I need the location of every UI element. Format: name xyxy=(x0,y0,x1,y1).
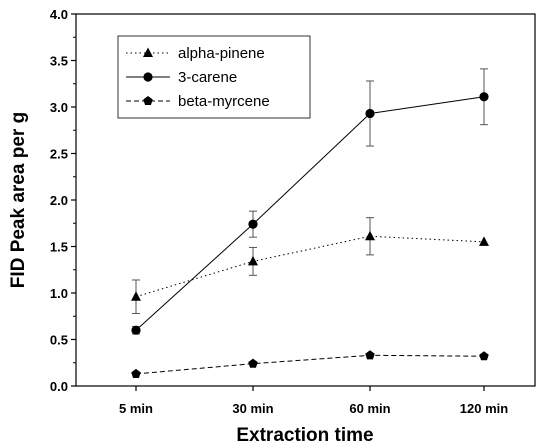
data-point xyxy=(479,236,489,246)
x-tick-label: 30 min xyxy=(232,401,273,416)
y-tick-label: 4.0 xyxy=(50,7,68,22)
legend: alpha-pinene 3-carene beta-myrcene xyxy=(117,35,311,119)
data-point xyxy=(131,368,141,378)
legend-item-3-carene: 3-carene xyxy=(126,69,237,86)
legend-label: alpha-pinene xyxy=(178,45,265,62)
legend-item-alpha-pinene: alpha-pinene xyxy=(126,45,265,62)
legend-marker xyxy=(143,72,153,82)
series-line-beta-myrcene xyxy=(135,354,485,375)
y-tick-label: 2.0 xyxy=(50,193,68,208)
data-point xyxy=(248,255,258,266)
series-alpha-pinene xyxy=(131,217,489,314)
data-point xyxy=(479,92,489,102)
series-line-alpha-pinene xyxy=(135,235,485,298)
y-tick-label: 3.0 xyxy=(50,100,68,115)
series-layer xyxy=(131,68,489,378)
data-point xyxy=(365,108,375,119)
series-line-3-carene xyxy=(135,96,485,331)
y-axis-title: FID Peak area per g xyxy=(8,112,29,288)
y-tick-label: 1.5 xyxy=(50,240,68,255)
y-axis: 0.0 0.5 1.0 1.5 2.0 2.5 3.0 3.5 4.0 xyxy=(50,7,76,394)
y-tick-label: 1.0 xyxy=(50,286,68,301)
x-tick-label: 120 min xyxy=(460,401,508,416)
y-tick-label: 0.0 xyxy=(50,379,68,394)
y-tick-label: 2.5 xyxy=(50,147,68,162)
series-3-carene xyxy=(131,68,489,335)
legend-item-beta-myrcene: beta-myrcene xyxy=(126,93,270,110)
x-tick-label: 60 min xyxy=(349,401,390,416)
legend-label: 3-carene xyxy=(178,69,237,86)
y-tick-label: 3.5 xyxy=(50,54,68,69)
legend-label: beta-myrcene xyxy=(178,93,270,110)
y-tick-label: 0.5 xyxy=(50,333,68,348)
x-axis: 5 min 30 min 60 min 120 min xyxy=(119,386,508,416)
data-point xyxy=(479,351,489,361)
data-point xyxy=(365,230,375,241)
data-point xyxy=(248,219,258,229)
x-axis-title: Extraction time xyxy=(236,425,373,446)
data-point xyxy=(131,325,141,335)
legend-marker xyxy=(143,96,153,106)
legend-marker xyxy=(143,47,153,57)
data-point xyxy=(131,291,141,301)
x-tick-label: 5 min xyxy=(119,401,153,416)
data-point xyxy=(248,358,258,368)
series-beta-myrcene xyxy=(131,350,489,378)
data-point xyxy=(365,350,375,360)
